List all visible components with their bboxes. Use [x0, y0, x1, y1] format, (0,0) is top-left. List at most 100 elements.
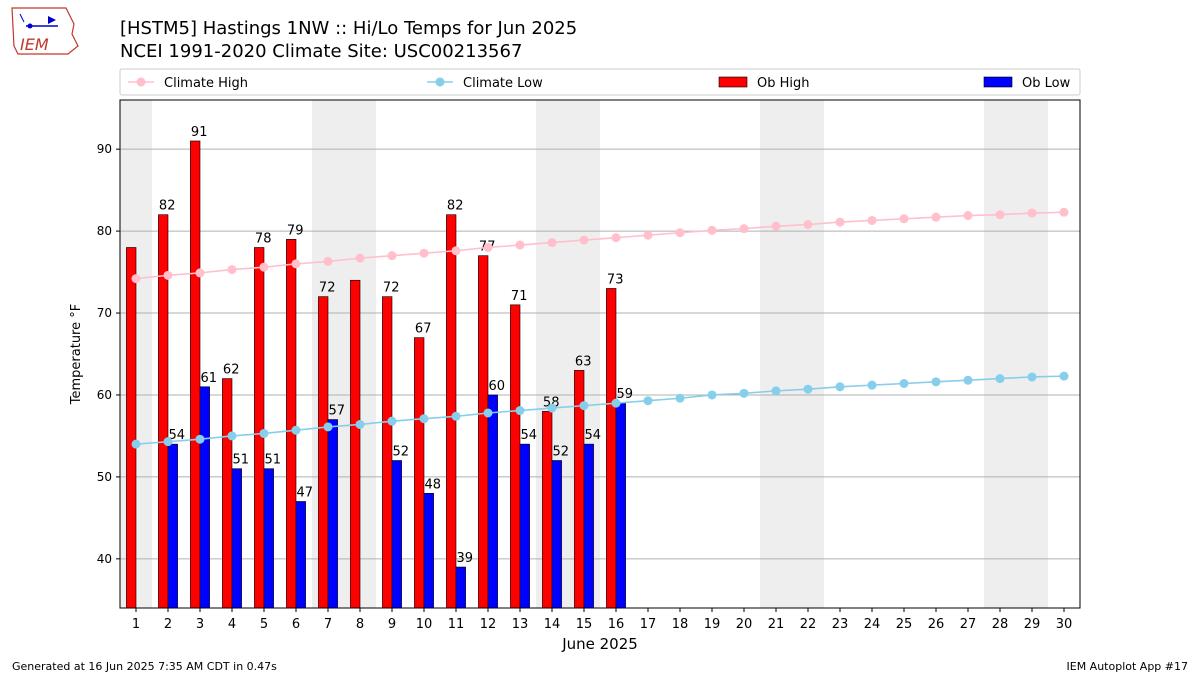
point-climate-low [163, 437, 173, 447]
data-label: 82 [447, 199, 464, 214]
point-climate-high [643, 230, 653, 240]
bar-ob-low [423, 492, 434, 609]
point-climate-low [611, 398, 621, 408]
x-tick-label: 19 [704, 617, 721, 632]
data-label: 48 [425, 477, 442, 492]
bar-ob-low [231, 468, 242, 609]
bar-ob-low [455, 566, 466, 609]
x-tick-label: 14 [544, 617, 561, 632]
point-climate-high [835, 217, 845, 227]
data-label: 54 [521, 428, 538, 443]
x-axis-label: June 2025 [561, 635, 638, 653]
point-climate-high [867, 215, 877, 225]
legend-swatch [718, 76, 748, 88]
point-climate-low [227, 431, 237, 441]
point-climate-low [771, 386, 781, 396]
legend-swatch [983, 76, 1013, 88]
data-label: 72 [383, 281, 400, 296]
point-climate-low [707, 390, 717, 400]
x-tick-label: 1 [132, 617, 140, 632]
data-label: 82 [159, 199, 176, 214]
point-climate-high [931, 212, 941, 222]
data-label: 57 [329, 404, 346, 419]
point-climate-low [547, 403, 557, 413]
bar-ob-low [295, 501, 306, 609]
data-label: 54 [169, 428, 186, 443]
chart-title: [HSTM5] Hastings 1NW :: Hi/Lo Temps for … [120, 18, 578, 39]
legend-label: Ob Low [1022, 76, 1071, 91]
data-label: 71 [511, 289, 528, 304]
x-tick-label: 29 [1024, 617, 1041, 632]
chart-legend: Climate High Climate Low Ob High Ob Low [119, 68, 1081, 96]
point-climate-high [803, 220, 813, 230]
point-climate-low [835, 382, 845, 392]
bar-ob-high [190, 140, 201, 609]
bar-ob-low [551, 460, 562, 609]
point-climate-high [611, 233, 621, 243]
point-climate-high [739, 224, 749, 234]
point-climate-high [483, 242, 493, 252]
point-climate-high [227, 265, 237, 275]
iowa-outline-icon [11, 7, 79, 55]
point-climate-low [323, 422, 333, 432]
point-climate-low [739, 388, 749, 398]
point-climate-high [131, 274, 141, 284]
x-tick-label: 27 [960, 617, 977, 632]
point-climate-low [1059, 371, 1069, 381]
point-climate-high [419, 248, 429, 258]
legend-box [119, 68, 1081, 96]
point-climate-low [579, 401, 589, 411]
y-tick-label: 80 [97, 224, 112, 238]
point-climate-high [259, 262, 269, 272]
point-climate-low [131, 439, 141, 449]
bar-ob-low [167, 443, 178, 609]
x-tick-label: 9 [388, 617, 396, 632]
point-climate-low [643, 396, 653, 406]
point-climate-high [163, 270, 173, 280]
y-tick-label: 60 [97, 388, 112, 402]
point-climate-high [899, 214, 909, 224]
iem-logo: IEM [11, 7, 79, 55]
generated-note: Generated at 16 Jun 2025 7:35 AM CDT in … [12, 660, 277, 673]
bar-ob-high [350, 279, 361, 609]
bar-ob-high [510, 304, 521, 609]
x-tick-label: 25 [896, 617, 913, 632]
point-climate-low [995, 374, 1005, 384]
bar-ob-high [382, 296, 393, 609]
point-climate-low [515, 406, 525, 416]
y-tick-label: 50 [97, 470, 112, 484]
data-label: 52 [393, 445, 410, 460]
data-label: 73 [607, 272, 624, 287]
point-climate-low [451, 411, 461, 421]
bar-ob-low [199, 386, 210, 609]
data-label: 47 [297, 485, 314, 500]
point-climate-high [515, 240, 525, 250]
x-tick-label: 5 [260, 617, 268, 632]
x-tick-label: 10 [416, 617, 433, 632]
point-climate-low [355, 419, 365, 429]
line-climate-low [135, 375, 1065, 445]
point-climate-low [483, 408, 493, 418]
data-label: 52 [553, 445, 570, 460]
axes-frame [119, 99, 1081, 609]
weekend-band [984, 100, 1016, 608]
bar-ob-low [487, 394, 498, 609]
weekend-band [760, 100, 792, 608]
legend-marker [435, 77, 445, 87]
x-tick-label: 15 [576, 617, 593, 632]
bar-ob-high [606, 288, 617, 609]
x-tick-label: 7 [324, 617, 332, 632]
legend-label: Ob High [757, 76, 810, 91]
point-climate-low [259, 428, 269, 438]
app-note: IEM Autoplot App #17 [1066, 660, 1189, 673]
point-climate-low [419, 414, 429, 424]
point-climate-high [707, 225, 717, 235]
point-climate-high [771, 221, 781, 231]
y-tick-label: 40 [97, 552, 112, 566]
data-label: 51 [233, 453, 250, 468]
point-climate-high [995, 210, 1005, 220]
data-label: 51 [265, 453, 282, 468]
legend-marker [136, 77, 146, 87]
x-tick-label: 28 [992, 617, 1009, 632]
